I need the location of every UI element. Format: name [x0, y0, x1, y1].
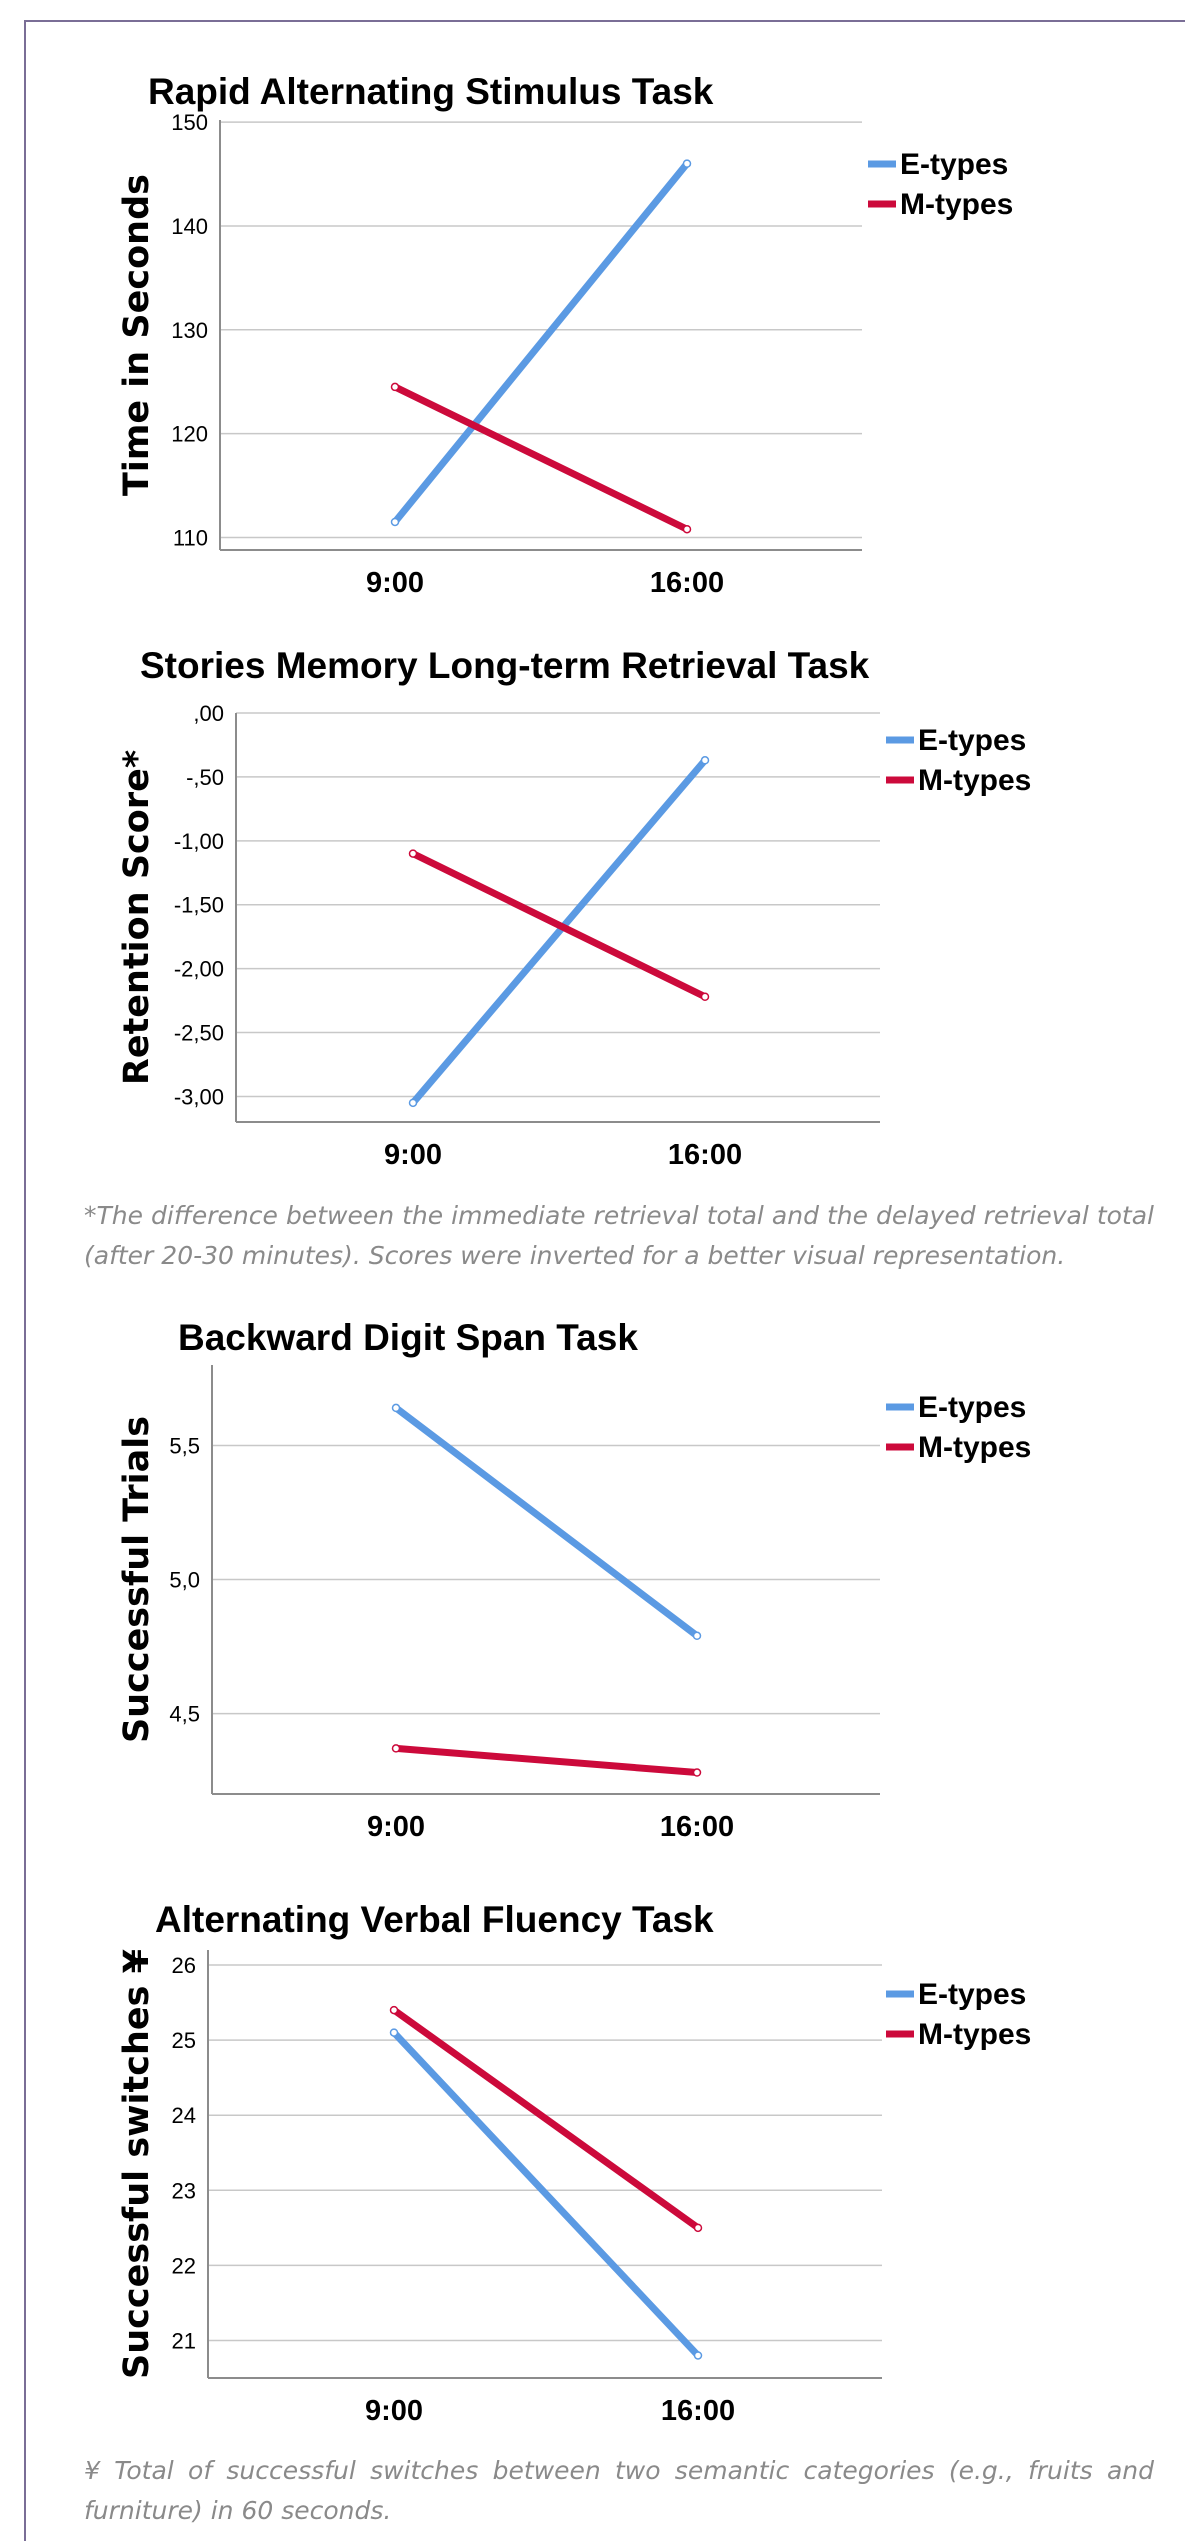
y-tick-label: 120 — [171, 422, 208, 447]
x-tick-label: 9:00 — [367, 1811, 425, 1843]
x-tick-label: 9:00 — [366, 567, 424, 599]
y-tick-label: -2,50 — [174, 1021, 224, 1046]
legend-label-e-types: E-types — [900, 148, 1008, 181]
y-tick-label: -2,00 — [174, 957, 224, 982]
figure-frame — [24, 20, 1185, 2541]
chart-2: Stories Memory Long-term Retrieval Task,… — [117, 645, 1031, 1171]
series-line-m-types — [390, 2006, 702, 2232]
data-point-e-types — [408, 1098, 418, 1108]
series-line-m-types — [392, 1744, 701, 1777]
data-point-m-types — [391, 1744, 401, 1753]
y-tick-label: 110 — [173, 526, 208, 551]
data-point-e-types — [700, 756, 710, 765]
successful-switches-footnote: ¥ Total of successful switches between t… — [84, 2456, 1154, 2525]
x-tick-label: 16:00 — [668, 1139, 742, 1171]
y-tick-label: 22 — [172, 2253, 196, 2278]
y-tick-label: -3,00 — [174, 1084, 224, 1109]
retention-score-footnote: *The difference between the immediate re… — [84, 1201, 1154, 1270]
x-tick-label: 16:00 — [661, 2395, 735, 2427]
y-tick-label: -1,50 — [174, 893, 224, 918]
data-point-e-types — [692, 1631, 702, 1641]
data-point-m-types — [408, 849, 418, 858]
data-point-e-types — [693, 2351, 703, 2360]
series-line-m-types — [391, 383, 691, 533]
data-point-m-types — [389, 2005, 399, 2015]
data-point-m-types — [390, 382, 400, 392]
series-line-e-types — [391, 160, 691, 526]
y-axis-title: Retention Score* — [117, 750, 157, 1085]
data-point-e-types — [389, 2028, 399, 2037]
x-tick-label: 9:00 — [384, 1139, 442, 1171]
legend-label-m-types: M-types — [900, 188, 1013, 221]
series-line-e-types — [409, 756, 709, 1107]
y-tick-label: 140 — [171, 214, 208, 239]
legend-label-e-types: E-types — [918, 1391, 1026, 1424]
legend-label-m-types: M-types — [918, 764, 1031, 797]
legend-label-m-types: M-types — [918, 2018, 1031, 2051]
y-tick-label: 25 — [172, 2028, 196, 2053]
y-tick-label: 26 — [172, 1953, 196, 1978]
chart-3: Backward Digit Span Task 4,5 5,0 5,5 9:00 16:… — [117, 1317, 1031, 1843]
chart-title: Alternating Verbal Fluency Task — [155, 1899, 714, 1940]
y-tick-label: 5,5 — [169, 1433, 200, 1458]
data-point-e-types — [391, 1403, 401, 1413]
y-tick-label: -1,00 — [174, 829, 224, 854]
chart-title: Backward Digit Span Task — [178, 1317, 638, 1358]
y-tick-label: 5,0 — [169, 1568, 200, 1593]
chart-1: Rapid Alternating Stimulus Task 110 120 130… — [117, 71, 1013, 599]
y-tick-label: ,00 — [193, 701, 224, 726]
data-point-e-types — [682, 159, 692, 168]
legend-label-e-types: E-types — [918, 1978, 1026, 2011]
data-point-m-types — [693, 2223, 703, 2233]
data-point-e-types — [390, 517, 400, 527]
x-tick-label: 9:00 — [365, 2395, 423, 2427]
data-point-m-types — [692, 1768, 702, 1777]
series-line-e-types — [392, 1404, 701, 1640]
y-tick-label: 150 — [171, 110, 208, 135]
legend-label-e-types: E-types — [918, 724, 1026, 757]
series-line-m-types — [409, 850, 709, 1001]
y-tick-label: 130 — [171, 318, 208, 343]
y-tick-label: 24 — [172, 2103, 196, 2128]
chart-title: Rapid Alternating Stimulus Task — [148, 71, 714, 112]
y-axis-title: Successful switches ¥ — [117, 1949, 157, 2379]
y-tick-label: -,50 — [186, 765, 224, 790]
data-point-m-types — [682, 524, 692, 534]
series-line-e-types — [390, 2029, 702, 2359]
chart-4: Alternating Verbal Fluency Task 21 22 23 24 2… — [117, 1899, 1031, 2427]
y-tick-label: 23 — [172, 2178, 196, 2203]
chart-title: Stories Memory Long-term Retrieval Task — [140, 645, 870, 686]
y-tick-label: 21 — [172, 2328, 196, 2353]
data-point-m-types — [700, 992, 710, 1001]
x-tick-label: 16:00 — [660, 1811, 734, 1843]
legend-label-m-types: M-types — [918, 1431, 1031, 1464]
y-axis-title: Successful Trials — [117, 1416, 157, 1743]
x-tick-label: 16:00 — [650, 567, 724, 599]
y-axis-title: Time in Seconds — [117, 174, 157, 496]
y-tick-label: 4,5 — [169, 1702, 200, 1727]
